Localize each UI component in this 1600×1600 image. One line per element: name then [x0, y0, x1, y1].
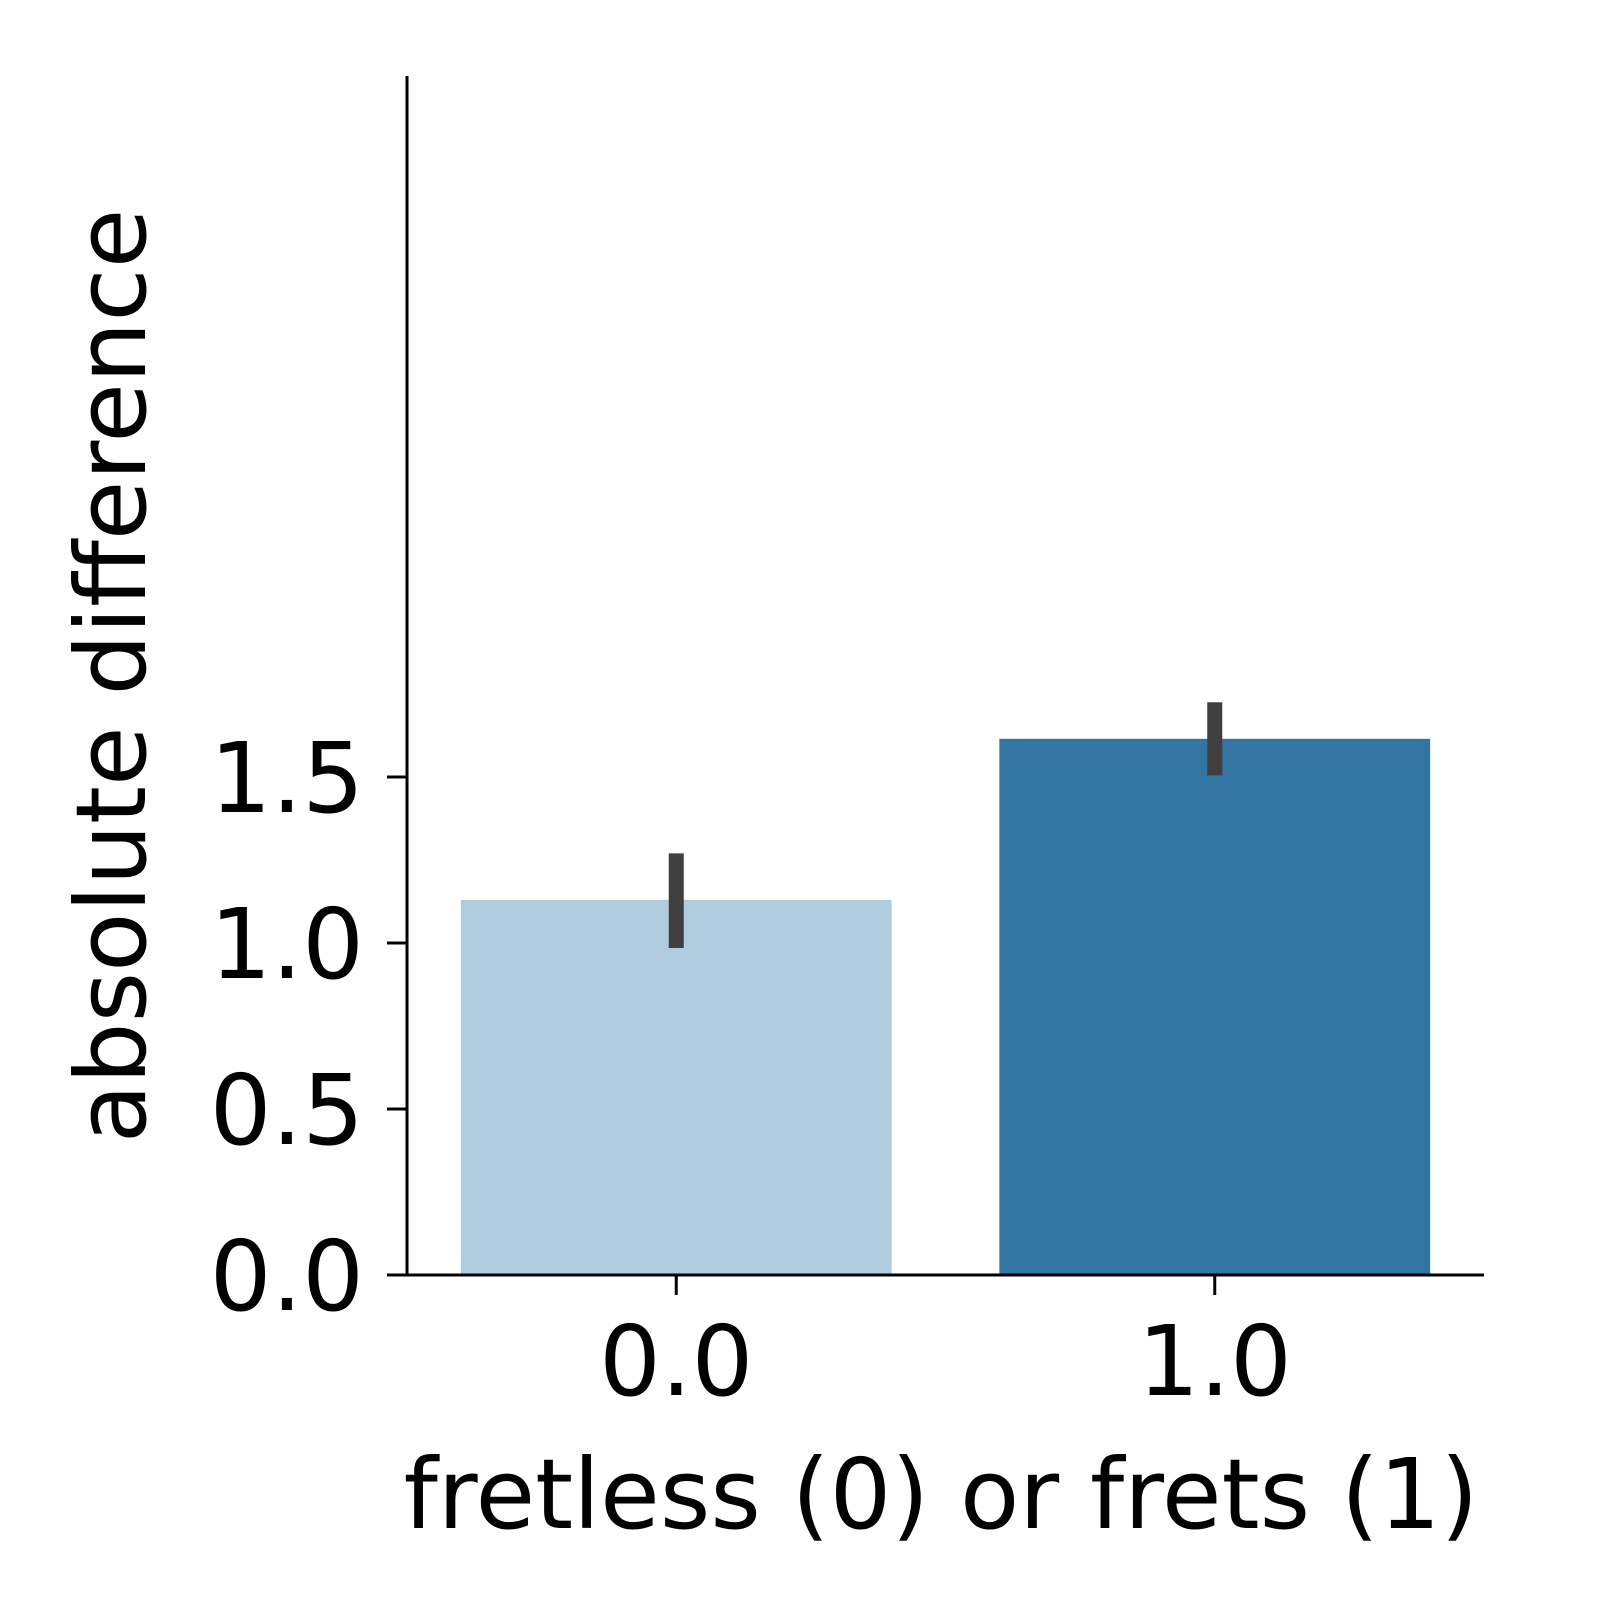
- x-tick-label: 1.0: [1138, 1305, 1292, 1418]
- bar-1: [999, 738, 1431, 1275]
- y-tick-label: 0.0: [210, 1220, 364, 1333]
- x-axis-label: fretless (0) or frets (1): [404, 1438, 1479, 1551]
- bars-layer: [460, 738, 1431, 1275]
- y-ticks-layer: 0.0 0.5 1.0 1.5: [210, 722, 407, 1333]
- y-tick-label: 0.5: [210, 1054, 364, 1167]
- y-tick-label: 1.5: [210, 722, 364, 835]
- bar-0: [460, 899, 892, 1275]
- error-bars-layer: [668, 702, 1223, 948]
- y-tick-label: 1.0: [210, 888, 364, 1001]
- y-axis-label: absolute difference: [55, 209, 168, 1144]
- x-tick-label: 0.0: [599, 1305, 753, 1418]
- x-ticks-layer: 0.0 1.0: [599, 1275, 1292, 1418]
